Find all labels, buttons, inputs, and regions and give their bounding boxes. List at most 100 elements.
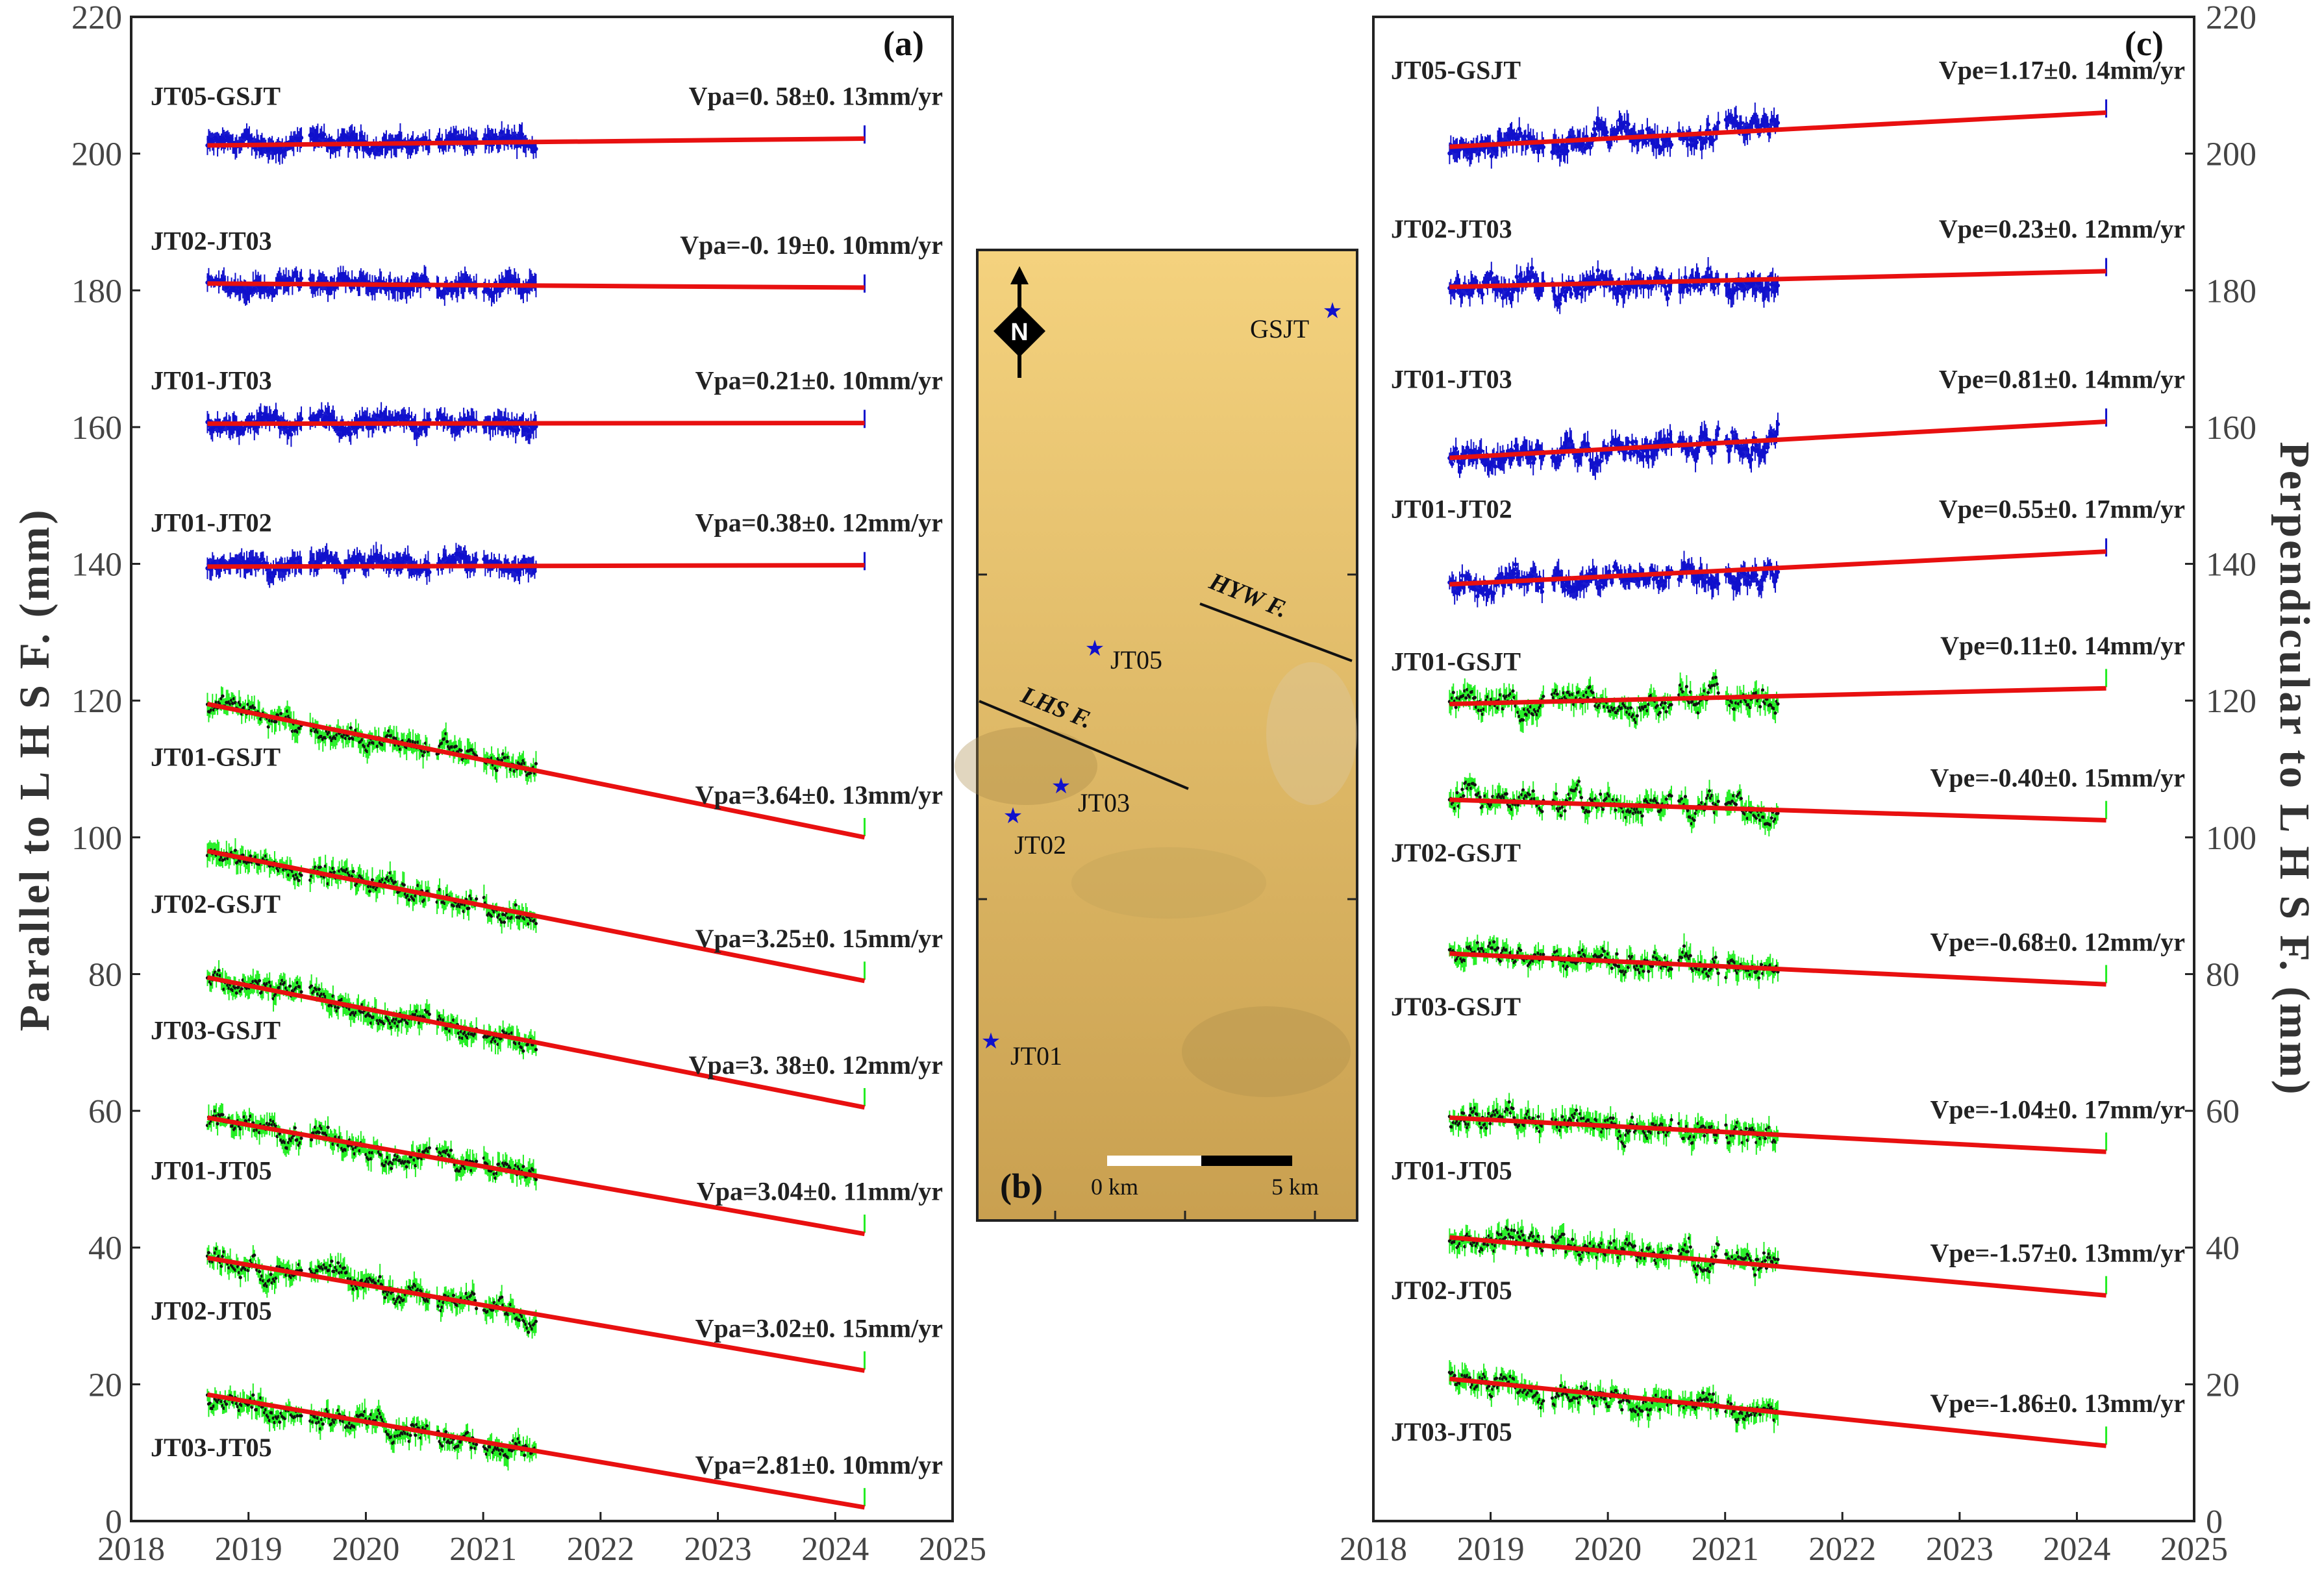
data-point [293,1126,297,1130]
series-name: JT02-GSJT [151,889,281,919]
data-point [206,1250,211,1255]
y-tick-label: 220 [71,0,122,36]
series-rate: Vpa=0. 58±0. 13mm/yr [689,81,943,110]
data-point [370,878,375,882]
x-tick-label: 2024 [801,1531,869,1568]
data-point [534,921,538,926]
series-name: JT03-JT05 [151,1433,272,1462]
y-tick-label: 60 [88,1093,122,1130]
fit-line [207,563,865,569]
panel-a-axes: 2018 2019 2020 2021 2022 2023 2024 2025 0 20 40 60 8… [71,0,986,1568]
data-point [269,1272,273,1276]
terrain-shade [1071,847,1266,919]
series-name: JT02-JT05 [151,1296,272,1326]
data-point [258,411,263,415]
y-tick-label: 180 [71,273,122,310]
data-point [475,1307,479,1311]
y-tick-label: 20 [88,1367,122,1404]
series-name: JT01-GSJT [151,742,281,771]
x-tick-label: 2020 [332,1531,399,1568]
data-point [408,1433,412,1437]
north-label: N [1010,319,1028,346]
data-point [251,1393,255,1397]
data-point [519,132,525,137]
data-point [534,1048,538,1052]
y-tick-label: 160 [71,410,122,447]
data-point [425,1424,429,1428]
fit-line [207,421,865,427]
data-point [383,1296,387,1300]
series-rate: Vpa=-0. 19±0. 10mm/yr [680,230,943,260]
data-point [467,906,471,910]
panel-a-label: (a) [883,24,924,63]
data-point [317,1130,321,1135]
data-point [351,869,355,874]
data-point [388,278,392,283]
data-point [527,1330,531,1334]
data-point [274,720,278,724]
series-name: JT01-JT03 [151,366,272,395]
fit-line [207,281,865,290]
series-jt02-jt03: JT02-JT03 Vpa=-0. 19±0. 10mm/yr [151,227,943,306]
data-point [322,132,327,137]
series-jt01-jt03: JT01-JT03 Vpa=0.21±0. 10mm/yr [151,366,943,447]
data-point [378,1275,382,1279]
panel-b-map: HYW F. LHS F. N ★ JT05 ★ GSJT ★ JT03 ★ J… [955,249,1358,1222]
data-point [534,147,538,151]
data-point [299,1414,303,1418]
series-name: JT01-JT02 [151,508,272,538]
data-point [273,408,279,414]
data-point [216,1122,219,1126]
data-point [503,920,506,924]
data-point [299,416,304,421]
terrain-shade [955,727,1097,805]
data-point [459,749,463,752]
data-point [257,1270,262,1274]
data-point [319,409,324,414]
data-point [427,1012,431,1016]
data-point [288,984,292,988]
terrain-shade [1182,1006,1351,1097]
data-point [414,1433,418,1437]
y-tick-label: 80 [88,956,122,993]
data-point [521,1165,525,1169]
x-tick-label: 2021 [449,1531,517,1568]
x-tick-label: 2023 [684,1531,752,1568]
y-tick-label: 200 [71,136,122,173]
data-point [472,1292,476,1296]
data-point [321,1422,325,1426]
data-point [440,1444,444,1448]
data-point [330,1259,334,1263]
data-point [310,1138,314,1142]
data-point [534,1319,538,1324]
data-point [444,1430,448,1434]
data-point [299,873,303,877]
data-point [514,903,518,907]
panel-a-ylabel: Parallel to L H S F. (mm) [11,508,58,1032]
data-point [427,570,432,575]
data-point [503,417,508,421]
data-point [454,744,458,749]
y-tick-label: 140 [71,547,122,584]
data-point [451,1293,456,1297]
series-rate: Vpa=3. 38±0. 12mm/yr [689,1050,943,1080]
data-point [238,1276,242,1280]
data-point [253,1253,256,1257]
series-rate: Vpa=3.25±0. 15mm/yr [695,924,943,953]
data-point [289,432,294,437]
data-point [225,1402,229,1406]
panel-a-series: JT05-GSJT Vpa=0. 58±0. 13mm/yr JT02-JT03 Vp… [151,81,943,1510]
x-tick-label: 2018 [97,1531,165,1568]
data-point [221,694,225,698]
data-point [407,898,411,902]
data-point [523,1453,527,1457]
station-star-icon: ★ [1085,636,1105,662]
data-point [349,432,353,436]
series-name: JT01-JT05 [151,1156,272,1185]
data-point [221,1113,225,1117]
data-point [449,1148,453,1152]
x-tick-label: 2019 [215,1531,282,1568]
data-point [336,1261,340,1265]
data-point [299,990,303,994]
